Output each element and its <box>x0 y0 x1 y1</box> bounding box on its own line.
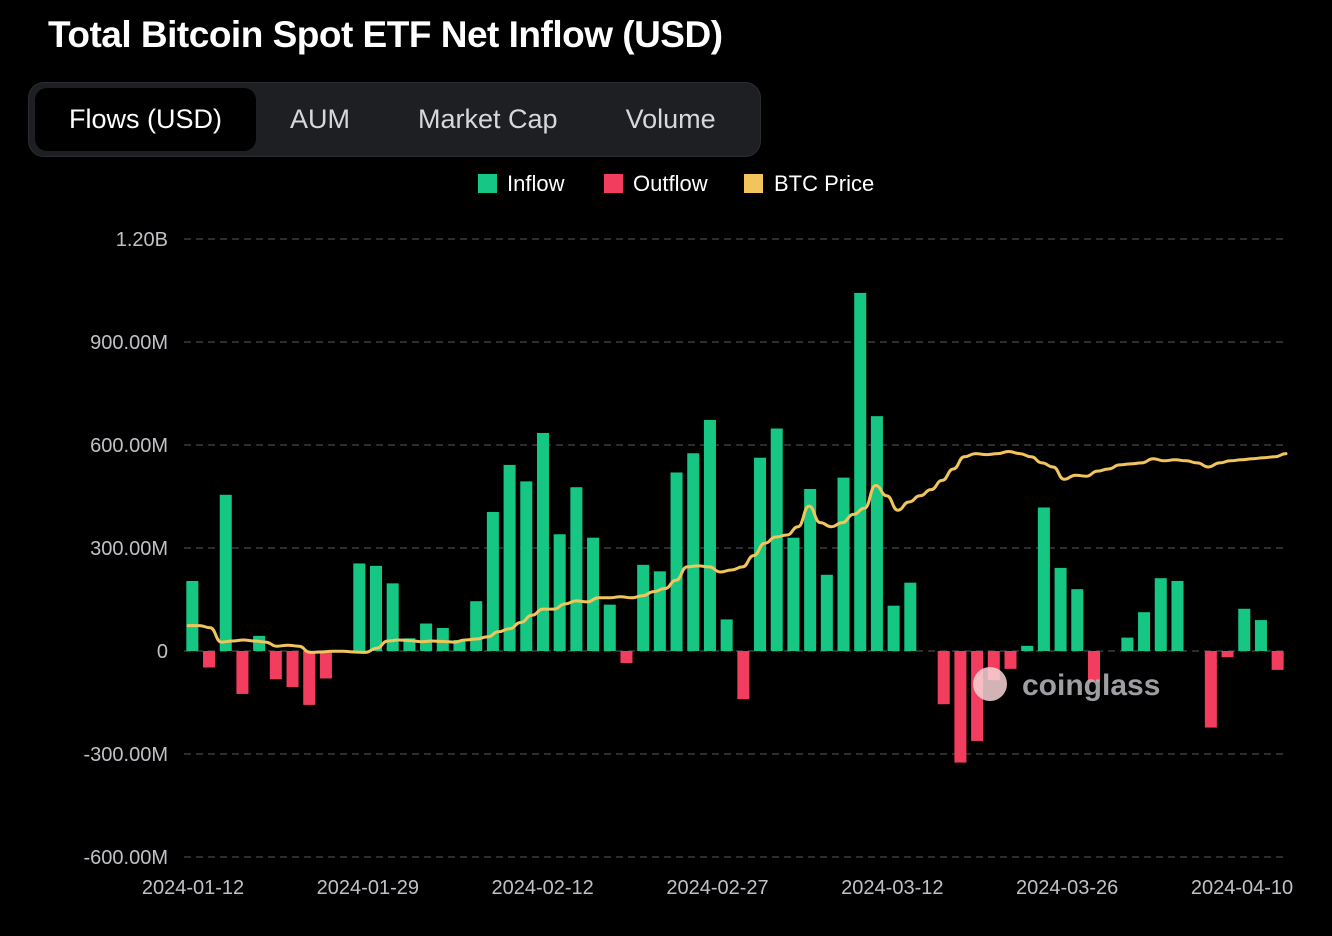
inflow-bar[interactable] <box>653 571 666 651</box>
inflow-bar[interactable] <box>1054 567 1067 651</box>
btc-price-line <box>186 450 1288 654</box>
outflow-bar[interactable] <box>1204 651 1217 728</box>
inflow-bar[interactable] <box>904 582 917 651</box>
legend-swatch-outflow[interactable] <box>604 174 623 193</box>
outflow-bar[interactable] <box>1221 651 1234 658</box>
inflow-bar[interactable] <box>854 292 867 651</box>
legend-label-inflow[interactable]: Inflow <box>507 171 565 196</box>
inflow-bar[interactable] <box>1071 589 1084 651</box>
watermark: coinglass <box>973 667 1160 702</box>
inflow-bar[interactable] <box>887 605 900 651</box>
legend-swatch-btc-price[interactable] <box>744 174 763 193</box>
coinglass-logo-icon <box>973 667 1007 701</box>
chart-legend: Inflow Outflow BTC Price <box>478 171 874 196</box>
y-tick-label: 1.20B <box>116 229 168 251</box>
outflow-bar[interactable] <box>954 651 967 763</box>
inflow-bar[interactable] <box>436 628 449 651</box>
y-tick-label: -300.00M <box>84 744 169 766</box>
outflow-bar[interactable] <box>236 651 249 694</box>
view-tabs: Flows (USD) AUM Market Cap Volume <box>28 82 761 157</box>
inflow-bar[interactable] <box>870 416 883 651</box>
inflow-bar[interactable] <box>470 601 483 651</box>
inflow-bar[interactable] <box>386 583 399 651</box>
outflow-bar[interactable] <box>303 651 316 705</box>
y-tick-label: 900.00M <box>90 332 168 354</box>
legend-label-outflow[interactable]: Outflow <box>633 171 708 196</box>
tab-market-cap[interactable]: Market Cap <box>418 104 558 134</box>
y-tick-label: 300.00M <box>90 538 168 560</box>
tab-aum[interactable]: AUM <box>290 104 350 134</box>
outflow-bar[interactable] <box>319 651 332 679</box>
x-tick-label: 2024-02-12 <box>492 877 594 899</box>
inflow-bar[interactable] <box>520 481 533 651</box>
outflow-bar[interactable] <box>1004 651 1017 669</box>
inflow-bar[interactable] <box>804 488 817 651</box>
outflow-bar[interactable] <box>737 651 750 700</box>
watermark-text: coinglass <box>1022 669 1160 702</box>
outflow-bar[interactable] <box>1271 651 1284 670</box>
x-tick-label: 2024-01-12 <box>142 877 244 899</box>
legend-label-btc-price[interactable]: BTC Price <box>774 171 874 196</box>
outflow-bar[interactable] <box>269 651 282 680</box>
inflow-bar[interactable] <box>553 534 566 651</box>
inflow-bar[interactable] <box>820 574 833 651</box>
inflow-bar[interactable] <box>1021 645 1034 651</box>
inflow-bar[interactable] <box>370 565 383 651</box>
page-title: Total Bitcoin Spot ETF Net Inflow (USD) <box>48 14 723 55</box>
inflow-bar[interactable] <box>770 428 783 651</box>
inflow-bar[interactable] <box>536 432 549 651</box>
inflow-bar[interactable] <box>570 487 583 651</box>
x-tick-label: 2024-01-29 <box>317 877 419 899</box>
inflow-bar[interactable] <box>754 457 767 651</box>
y-tick-label: 0 <box>157 641 168 663</box>
grid-lines <box>184 238 1286 858</box>
inflow-bar[interactable] <box>186 580 199 651</box>
inflow-bar[interactable] <box>587 537 600 651</box>
inflow-bar[interactable] <box>1238 608 1251 651</box>
inflow-bar[interactable] <box>720 619 733 651</box>
x-tick-label: 2024-02-27 <box>666 877 768 899</box>
inflow-bar[interactable] <box>603 604 616 651</box>
inflow-bar[interactable] <box>1121 637 1134 651</box>
inflow-bar[interactable] <box>420 623 433 651</box>
x-tick-label: 2024-03-12 <box>841 877 943 899</box>
inflow-bar[interactable] <box>637 564 650 651</box>
tab-volume[interactable]: Volume <box>625 104 716 134</box>
inflow-bar[interactable] <box>353 563 366 651</box>
outflow-bar[interactable] <box>620 651 633 664</box>
inflow-bar[interactable] <box>837 477 850 651</box>
inflow-bar[interactable] <box>703 419 716 651</box>
inflow-bar[interactable] <box>1138 612 1151 651</box>
y-tick-label: -600.00M <box>84 847 169 869</box>
inflow-bar[interactable] <box>219 494 232 651</box>
outflow-bar[interactable] <box>286 651 299 688</box>
inflow-bar[interactable] <box>687 453 700 651</box>
y-tick-label: 600.00M <box>90 435 168 457</box>
outflow-bar[interactable] <box>1087 651 1100 682</box>
inflow-bar[interactable] <box>1037 507 1050 651</box>
legend-swatch-inflow[interactable] <box>478 174 497 193</box>
flow-bars <box>186 292 1284 763</box>
x-tick-label: 2024-03-26 <box>1016 877 1118 899</box>
inflow-bar[interactable] <box>1254 620 1267 651</box>
x-tick-label: 2024-04-10 <box>1191 877 1293 899</box>
outflow-bar[interactable] <box>203 651 216 668</box>
inflow-bar[interactable] <box>787 537 800 651</box>
inflow-bar[interactable] <box>1154 578 1167 651</box>
inflow-bar[interactable] <box>453 640 466 651</box>
inflow-bar[interactable] <box>1171 580 1184 651</box>
inflow-bar[interactable] <box>670 472 683 651</box>
y-axis: 1.20B 900.00M 600.00M 300.00M 0 -300.00M -600.… <box>84 229 169 869</box>
inflow-bar[interactable] <box>486 511 499 651</box>
outflow-bar[interactable] <box>937 651 950 705</box>
tab-flows[interactable]: Flows (USD) <box>35 88 256 151</box>
inflow-bar[interactable] <box>503 464 516 651</box>
x-axis: 2024-01-12 2024-01-29 2024-02-12 2024-02-27… <box>142 877 1293 899</box>
